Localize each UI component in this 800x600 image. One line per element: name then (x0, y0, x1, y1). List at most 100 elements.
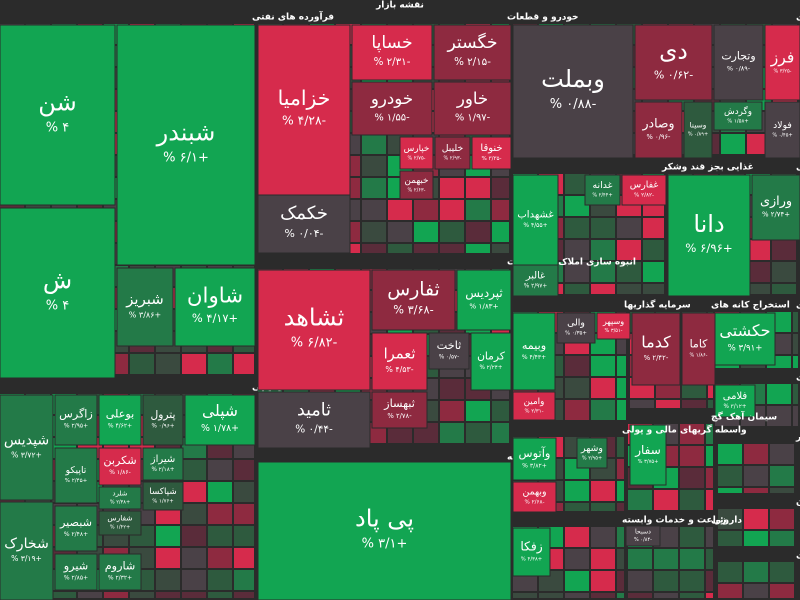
filler-tile (208, 526, 232, 546)
filler-tile (208, 570, 232, 590)
tile-symbol: ش (43, 266, 72, 294)
tile-change: -۲/۷۸ % (387, 412, 412, 420)
tile-symbol: دسبحا (635, 529, 651, 536)
tile-change: +۰/۳۵ % (565, 331, 587, 337)
tile-symbol: ورازی (760, 194, 792, 209)
filler-tile (617, 262, 641, 282)
tile-rect (257, 391, 371, 449)
tile-symbol: شیراز (150, 454, 176, 465)
tile-symbol: وشهر (580, 443, 603, 454)
tile-text: ثعمرا -۴/۵۳ % (384, 345, 416, 374)
filler-tile (708, 378, 713, 398)
sector-name: زراعت و خدمات وابسته (622, 516, 726, 526)
filler-tile (744, 466, 768, 486)
tile-text: شپلی +۱/۷۸ % (201, 402, 239, 434)
tile-text: پترول +۰/۹۶ % (150, 408, 175, 430)
tile-change: +۴/۴۳ % (522, 354, 546, 361)
filler-tile (414, 222, 438, 242)
tile-rect (764, 101, 800, 159)
filler-tile (156, 526, 180, 546)
tile: وبملت -۰/۸۸ % (512, 24, 634, 159)
filler-tile (565, 218, 589, 238)
tile: شیراز +۲/۱۸ % (142, 447, 184, 481)
tile-text: شاروم+۲/۳۲ % (105, 560, 136, 582)
tile-rect (54, 394, 98, 446)
tile-symbol: ثعمرا (384, 345, 416, 362)
filler-tile (744, 531, 768, 546)
filler-tile (628, 490, 652, 510)
tile-change: +۳/۱۲ % (723, 404, 746, 410)
tile: وآتوس+۳/۸۲ % (512, 437, 557, 481)
tile-text: ثپردیس+۱/۸۳ % (465, 286, 503, 311)
tile-symbol: شفارس (107, 514, 132, 523)
tile-text: وامین-۲/۳۱ % (524, 397, 545, 415)
sector-name: فرآورده های نفتی (252, 11, 334, 23)
tile-text: والی +۰/۳۵ % (565, 318, 587, 337)
tile-change: +۶/۱ % (163, 151, 209, 166)
tile-symbol: بوعلی (106, 408, 135, 422)
filler-tile (643, 218, 664, 238)
tile-rect (434, 136, 471, 170)
tile: ثاخت -۰/۵۷ % (428, 332, 470, 370)
tile: شیرو+۲/۸۵ % (54, 553, 98, 591)
tile-rect (0, 394, 54, 501)
tile: ش ۴ % (0, 207, 116, 379)
filler-tile (654, 571, 678, 591)
filler-tile (440, 401, 464, 421)
tile-symbol: خودرو (370, 89, 413, 109)
tile-rect (512, 481, 557, 513)
tile-rect (681, 312, 716, 386)
filler-tile (617, 400, 626, 420)
filler-tile (440, 423, 464, 443)
filler-tile (182, 460, 206, 480)
filler-tile (770, 466, 794, 486)
tile-rect (556, 312, 596, 344)
tile-text: وبیمه+۴/۴۳ % (522, 339, 546, 361)
tile-rect (621, 174, 667, 206)
filler-tile (617, 437, 624, 457)
tile-text: زفکا+۴/۳۸ % (520, 540, 542, 563)
filler-tile (208, 482, 232, 502)
tile-text: فلامی +۳/۱۲ % (723, 391, 748, 410)
tile-text: کدما -۲/۴۲ % (641, 332, 671, 361)
filler-tile (793, 356, 798, 368)
sector-name: حمل و نقل انبارداری (796, 301, 800, 311)
tile: فولاد +۰/۴۵ % (764, 101, 800, 159)
tile-change: -۴/۲۸ % (282, 114, 326, 128)
tile-rect (683, 101, 713, 159)
tile-symbol: ثاخت (437, 339, 462, 352)
filler-tile (565, 240, 589, 260)
tile-symbol: دی (659, 37, 688, 65)
tile-text: خکمک -۰/۰۴ % (280, 203, 328, 240)
tile-symbol: شپلی (202, 402, 238, 421)
filler-tile (492, 178, 509, 198)
tile: کدما -۲/۴۲ % (631, 312, 681, 386)
filler-tile (565, 196, 589, 216)
tile-rect (257, 461, 512, 600)
tile-text: شبصیر+۲/۴۸ % (59, 516, 92, 538)
tile-symbol: غفارس (630, 179, 659, 190)
tile: فلامی +۳/۱۲ % (714, 384, 756, 418)
tile-symbol: غدانه (593, 180, 613, 191)
tile-change: +۲/۸۵ % (64, 575, 88, 582)
tile-change: -۲/۷۵ % (408, 155, 426, 161)
tile-change: +۱/۷۸ % (201, 423, 239, 434)
tile-rect (667, 174, 751, 297)
tile-rect (54, 553, 98, 591)
tile-change: +۲/۱۸ % (151, 467, 174, 473)
tile-change: -۳/۶۸ % (393, 303, 433, 316)
tile: دی -۰/۶۲ % (634, 24, 713, 101)
tile-change: -۲/۴۲ % (644, 354, 669, 362)
tile: شکربن-۱/۸۶ % (98, 447, 142, 486)
filler-tile (182, 504, 206, 524)
tile-change: +۲/۴۵ % (65, 478, 88, 484)
tile-symbol: ثشاهد (284, 303, 345, 331)
tile: شبندر +۶/۱ % (116, 24, 256, 266)
filler-tile (770, 488, 794, 493)
filler-tile (565, 593, 589, 598)
filler-tile (565, 174, 589, 194)
filler-tile (513, 593, 537, 598)
sector-name: واسطه گریهای مالی و پولی (622, 424, 747, 436)
tile-symbol: پترول (150, 408, 175, 421)
filler-tile (617, 549, 624, 569)
